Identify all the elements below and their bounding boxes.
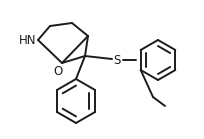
Text: O: O [53, 64, 63, 78]
Text: S: S [113, 54, 121, 66]
Text: HN: HN [19, 33, 37, 47]
